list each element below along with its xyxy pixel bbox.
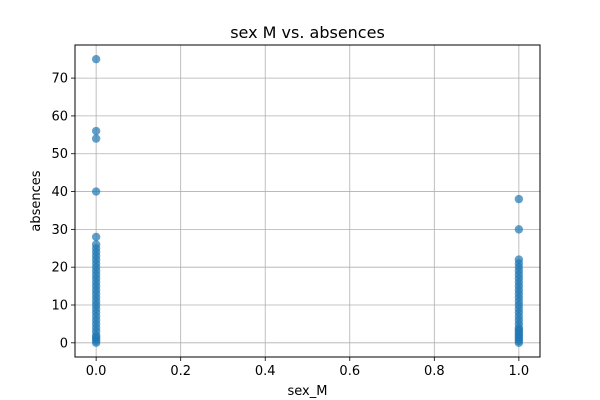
x-axis-title: sex_M — [288, 384, 328, 399]
y-tick-label: 60 — [51, 109, 68, 124]
x-axis-ticks: 0.0 0.2 0.4 0.6 0.8 1.0 — [86, 357, 529, 379]
y-axis-ticks: 0 10 20 30 40 50 60 70 — [51, 72, 75, 351]
data-point — [91, 232, 101, 242]
data-point — [91, 126, 101, 136]
data-point — [91, 332, 101, 342]
plot-area — [75, 45, 540, 357]
x-tick-label: 0.4 — [255, 364, 276, 379]
x-tick-label: 0.0 — [86, 364, 107, 379]
y-tick-label: 50 — [51, 147, 68, 162]
y-tick-label: 30 — [51, 223, 68, 238]
data-point — [514, 225, 524, 234]
grid-lines — [75, 45, 540, 357]
data-point — [91, 240, 101, 249]
x-tick-label: 1.0 — [509, 364, 530, 379]
y-tick-label: 70 — [51, 72, 68, 87]
data-point — [91, 54, 101, 64]
y-tick-label: 10 — [51, 299, 68, 314]
y-axis-title: absences — [29, 170, 44, 231]
plot-frame — [74, 44, 541, 358]
y-tick-label: 40 — [51, 185, 68, 200]
data-point — [91, 134, 101, 143]
y-tick-label: 0 — [60, 336, 68, 351]
x-tick-label: 0.2 — [170, 364, 191, 379]
x-tick-label: 0.8 — [424, 364, 445, 379]
data-point — [91, 187, 101, 196]
chart-title: sex M vs. absences — [230, 23, 385, 42]
data-point — [514, 255, 524, 264]
y-tick-label: 20 — [51, 261, 68, 276]
data-points — [91, 54, 524, 348]
x-tick-label: 0.6 — [339, 364, 360, 379]
data-point — [514, 325, 524, 334]
data-point — [514, 194, 524, 204]
